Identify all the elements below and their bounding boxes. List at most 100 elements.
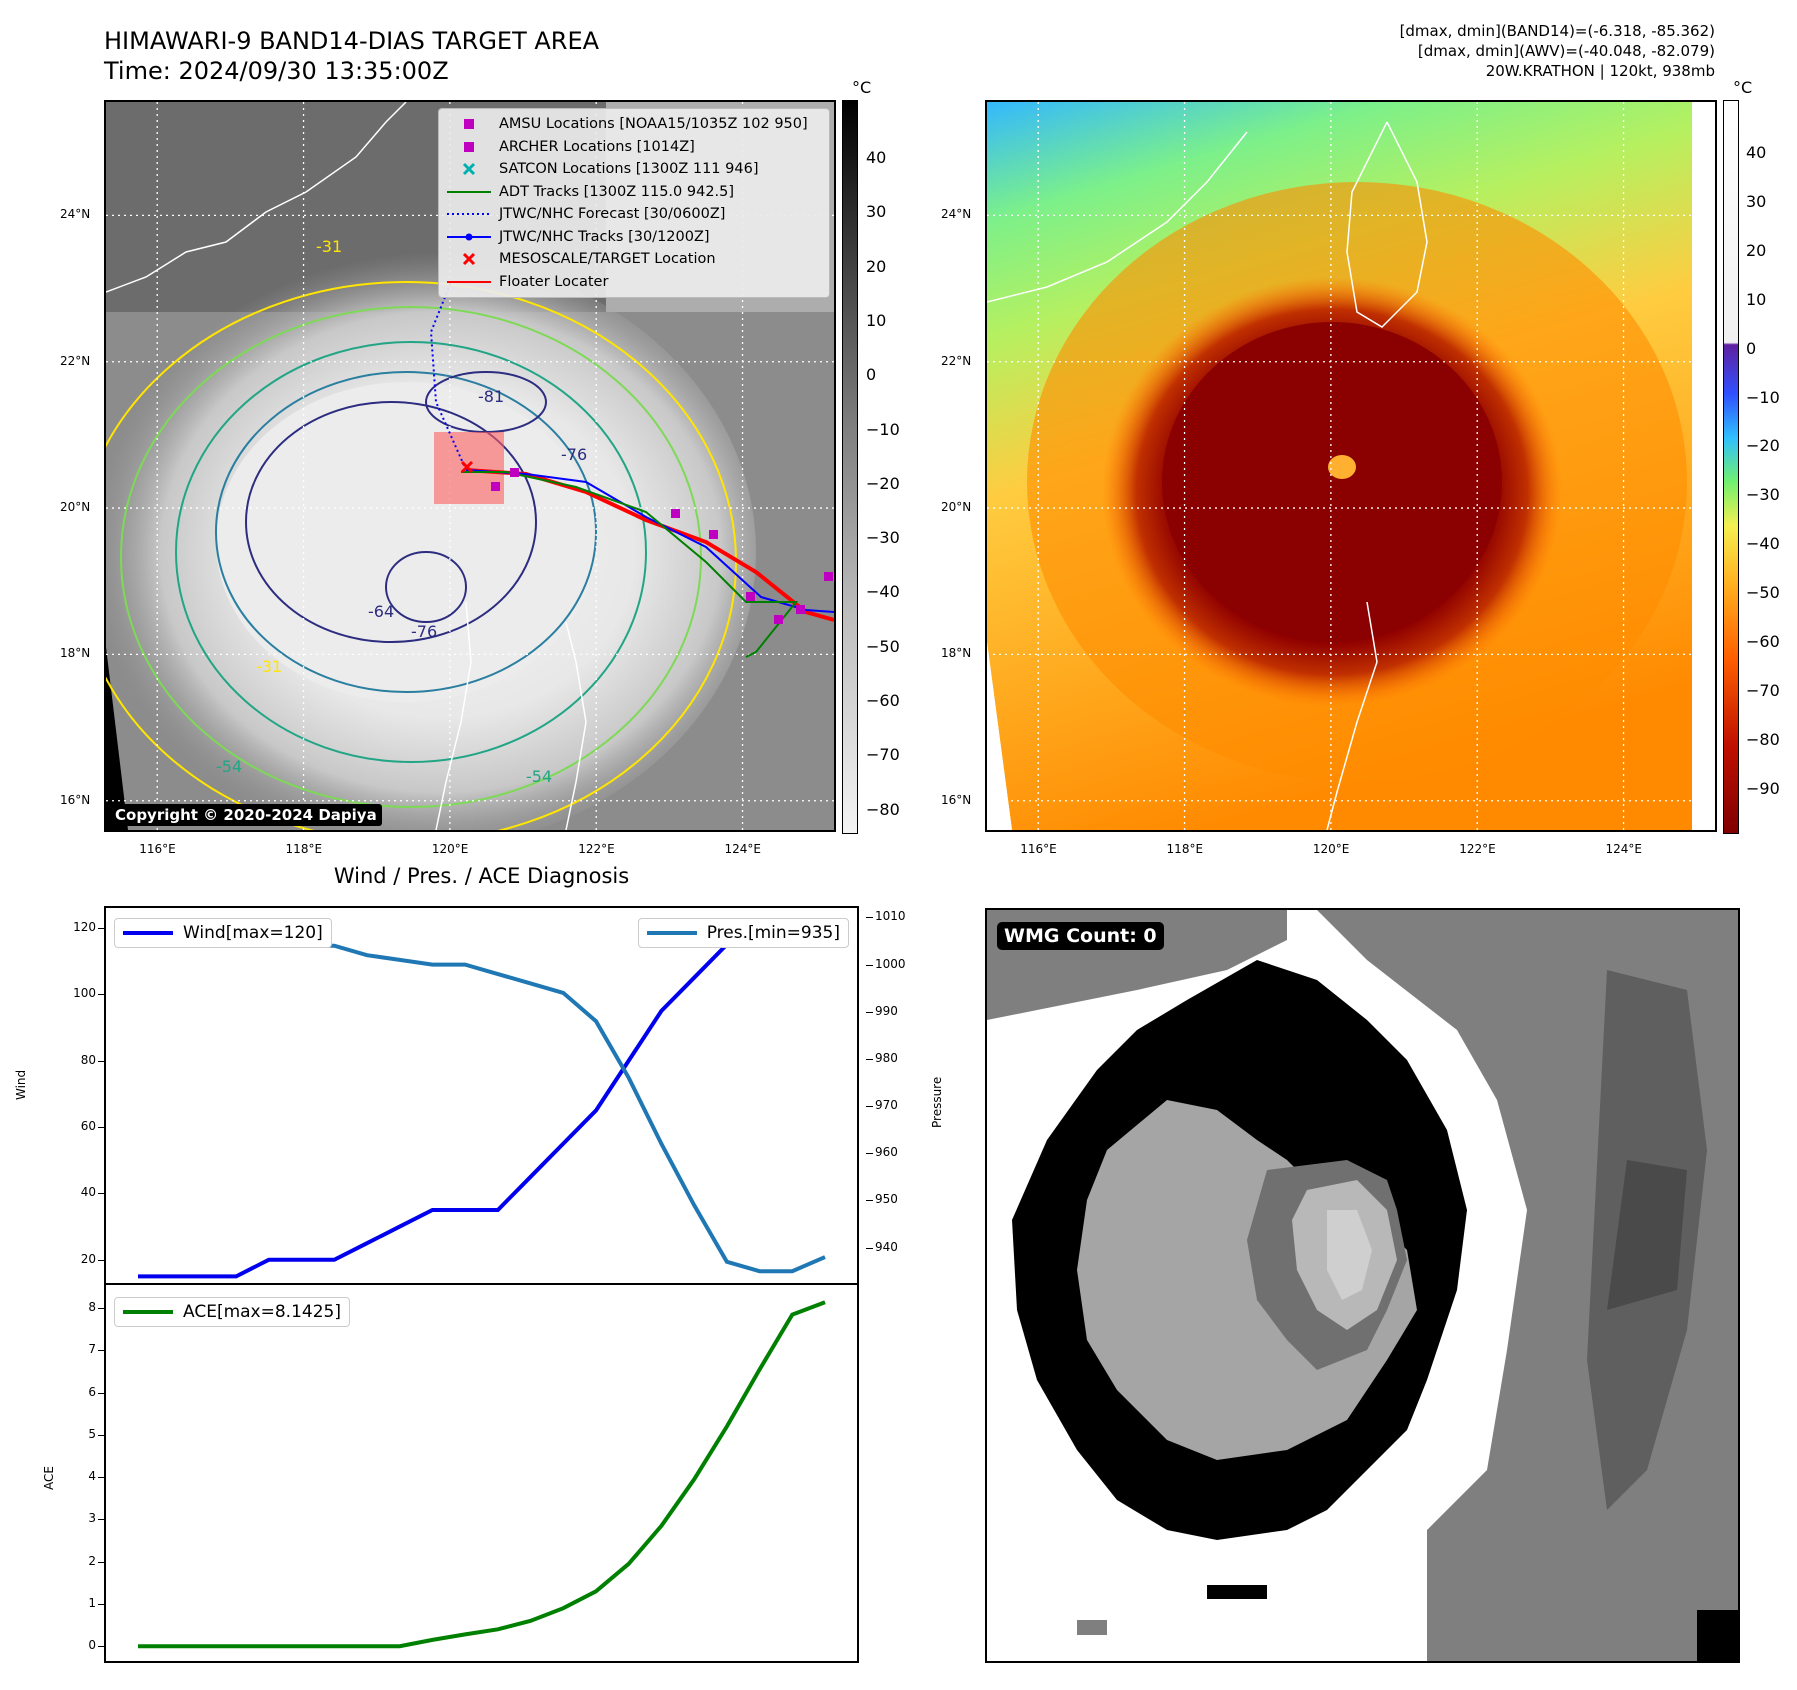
pressure-tick-mark xyxy=(866,1011,873,1013)
colorbar-tick: 40 xyxy=(866,148,887,167)
contour-label: -76 xyxy=(561,445,587,464)
wind-tick: 60 xyxy=(80,1119,96,1134)
legend-label: AMSU Locations [NOAA15/1035Z 102 950] xyxy=(499,116,808,133)
adt-track xyxy=(461,471,799,658)
legend-item: SATCON Locations [1300Z 111 946] xyxy=(447,158,821,181)
ace-tick: 3 xyxy=(88,1511,96,1526)
legend-label: SATCON Locations [1300Z 111 946] xyxy=(499,161,759,178)
ace-legend-label: ACE[max=8.1425] xyxy=(183,1302,341,1322)
wind-tick-mark xyxy=(98,1259,105,1261)
colorbar-tick: 10 xyxy=(866,310,887,330)
legend-item: ADT Tracks [1300Z 115.0 942.5] xyxy=(447,181,821,204)
ace-tick: 2 xyxy=(88,1553,96,1568)
colorbar-tick: −50 xyxy=(1746,583,1780,603)
pressure-tick: 940 xyxy=(875,1239,898,1254)
right-map-lat-tick: 24°N xyxy=(941,207,972,222)
pressure-tick: 950 xyxy=(875,1192,898,1207)
colorbar-tick: −90 xyxy=(1746,778,1780,798)
series-line-pres xyxy=(138,924,826,1274)
pressure-tick: 970 xyxy=(875,1098,898,1113)
ace-svg xyxy=(138,1300,826,1649)
colorbar-tick: −30 xyxy=(1746,485,1780,505)
legend-label: JTWC/NHC Forecast [30/0600Z] xyxy=(499,206,726,223)
awv-map-panel xyxy=(985,100,1717,832)
pressure-tick-mark xyxy=(866,1200,873,1202)
wind-legend-swatch xyxy=(123,931,173,935)
awv-map-gridlines xyxy=(987,102,1715,830)
coastline-china xyxy=(106,102,407,293)
pressure-tick-mark xyxy=(866,917,873,919)
colorbar-tick: 30 xyxy=(866,202,887,222)
right-map-lat-tick: 22°N xyxy=(941,353,972,368)
legend-label: ARCHER Locations [1014Z] xyxy=(499,138,695,155)
contour-label: -76 xyxy=(411,622,437,641)
figure-title-line2: Time: 2024/09/30 13:35:00Z xyxy=(104,57,449,85)
colorbar-tick: −20 xyxy=(866,473,900,493)
colorbar-tick: −70 xyxy=(866,745,900,765)
colorbar-tick: 0 xyxy=(866,365,877,385)
legend-symbol-dotted xyxy=(447,207,491,221)
legend-label: MESOSCALE/TARGET Location xyxy=(499,251,716,268)
ace-legend-swatch xyxy=(123,1310,173,1314)
colorbar-right-unit: °C xyxy=(1733,78,1753,97)
legend-label: Floater Locater xyxy=(499,273,609,290)
right-map-lon-tick: 118°E xyxy=(1166,842,1204,856)
pressure-tick-mark xyxy=(866,1153,873,1155)
ace-tick-mark xyxy=(98,1519,105,1521)
contour-labels: -81 -76 -64 -76 -54 -31 -31 -54 xyxy=(216,237,587,786)
ace-legend: ACE[max=8.1425] xyxy=(114,1297,350,1327)
legend-item: Floater Locater xyxy=(447,271,821,294)
colorbar-tick: −80 xyxy=(1746,729,1780,749)
colorbar-tick: −10 xyxy=(866,419,900,439)
series-line-wind xyxy=(138,925,825,1279)
legend-item: JTWC/NHC Tracks [30/1200Z] xyxy=(447,226,821,249)
mesoscale-marker xyxy=(460,460,474,474)
legend-symbol-square xyxy=(447,140,491,154)
wind-tick: 20 xyxy=(80,1251,96,1266)
ace-tick: 5 xyxy=(88,1426,96,1441)
series-line-ace xyxy=(138,1300,826,1649)
colorbar-left xyxy=(842,100,858,834)
legend-item: MESOSCALE/TARGET Location xyxy=(447,248,821,271)
info-line1: [dmax, dmin](BAND14)=(-6.318, -85.362) xyxy=(1399,22,1715,40)
figure-title-line1: HIMAWARI-9 BAND14-DIAS TARGET AREA xyxy=(104,27,600,55)
ace-tick-mark xyxy=(98,1434,105,1436)
colorbar-tick: 30 xyxy=(1746,191,1767,211)
colorbar-tick: −10 xyxy=(1746,387,1780,407)
wmg-count-label: WMG Count: 0 xyxy=(997,922,1164,950)
pressure-tick-mark xyxy=(866,1247,873,1249)
coastline-luzon-east xyxy=(565,621,587,830)
wind-tick: 40 xyxy=(80,1185,96,1200)
left-map-lon-tick: 122°E xyxy=(578,842,615,856)
colorbar-tick: −20 xyxy=(1746,436,1780,456)
contour-label: -54 xyxy=(216,757,242,776)
ace-tick-mark xyxy=(98,1561,105,1563)
wind-axis-label: Wind xyxy=(14,1069,28,1100)
legend-symbol-x xyxy=(447,252,491,266)
colorbar-tick: −40 xyxy=(1746,534,1780,554)
ace-tick-mark xyxy=(98,1350,105,1352)
ace-tick-mark xyxy=(98,1646,105,1648)
colorbar-tick: −70 xyxy=(1746,680,1780,700)
colorbar-tick: 20 xyxy=(1746,240,1767,260)
left-map-lat-tick: 16°N xyxy=(60,792,91,807)
ace-tick: 4 xyxy=(88,1469,96,1484)
left-map-lat-tick: 20°N xyxy=(60,500,91,515)
legend-label: JTWC/NHC Tracks [30/1200Z] xyxy=(499,228,710,245)
ace-tick: 6 xyxy=(88,1384,96,1399)
amsu-markers xyxy=(491,468,833,624)
colorbar-tick: −60 xyxy=(1746,632,1780,651)
pressure-tick: 1000 xyxy=(875,956,906,971)
pressure-tick: 990 xyxy=(875,1003,898,1018)
pressure-tick-mark xyxy=(866,1106,873,1108)
colorbar-left-unit: °C xyxy=(852,78,872,97)
pressure-tick: 1010 xyxy=(875,909,906,924)
wind-tick: 120 xyxy=(73,919,96,934)
colorbar-tick: −50 xyxy=(866,636,900,656)
wind-pres-panel: Wind[max=120] Pres.[min=935] xyxy=(104,906,859,1285)
ace-tick: 8 xyxy=(88,1300,96,1315)
wind-legend-label: Wind[max=120] xyxy=(183,923,323,943)
pressure-tick-mark xyxy=(866,964,873,966)
ace-tick: 1 xyxy=(88,1595,96,1610)
contour-label: -31 xyxy=(316,237,342,256)
